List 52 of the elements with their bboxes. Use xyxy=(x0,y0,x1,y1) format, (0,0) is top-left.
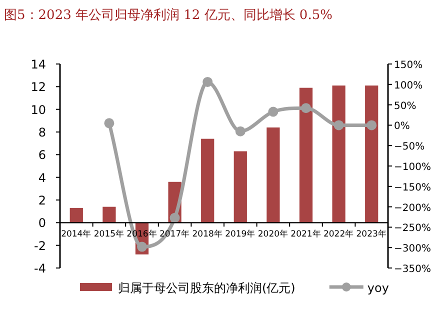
y-tick-label: 6 xyxy=(38,148,46,162)
x-tick-label: 2021年 xyxy=(290,228,322,240)
x-tick-label: 2017年 xyxy=(159,228,190,240)
y2-tick-label: −50% xyxy=(394,142,425,153)
point xyxy=(170,212,180,223)
x-tick-label: 2015年 xyxy=(94,228,125,240)
y-tick-label: 12 xyxy=(30,80,46,94)
y2-tick-label: −150% xyxy=(394,182,431,194)
bar xyxy=(365,86,378,223)
point xyxy=(366,120,377,130)
y2-tick-label: −100% xyxy=(394,162,431,173)
legend-label: 归属于母公司股东的净利润(亿元) xyxy=(118,281,296,295)
y2-tick-label: −250% xyxy=(394,223,431,234)
y2-tick-label: 50% xyxy=(394,100,416,112)
y-tick-label: 4 xyxy=(38,170,46,185)
legend-bar: 归属于母公司股东的净利润(亿元) xyxy=(80,281,296,295)
y2-tick-label: 150% xyxy=(394,60,423,71)
legend-label: yoy xyxy=(367,281,389,295)
y2-tick-label: −200% xyxy=(394,202,431,214)
point xyxy=(137,242,147,252)
y-tick-label: 8 xyxy=(38,126,46,140)
point xyxy=(202,76,213,87)
point xyxy=(301,103,311,114)
y-tick-label: 10 xyxy=(30,102,46,117)
y2-tick-label: 100% xyxy=(394,80,423,92)
bar xyxy=(70,208,83,223)
bar xyxy=(332,86,346,223)
y2-tick-label: −300% xyxy=(394,244,431,255)
x-tick-label: 2023年 xyxy=(356,228,387,240)
legend-line: yoy xyxy=(329,281,389,295)
y-tick-label: 2 xyxy=(38,194,46,208)
x-tick-label: 2020年 xyxy=(258,228,289,240)
x-tick-label: 2022年 xyxy=(323,228,354,240)
chart-title: 图5：2023 年公司归母净利润 12 亿元、同比增长 0.5% xyxy=(4,8,332,23)
point xyxy=(334,120,344,130)
y2-tick-label: 0% xyxy=(394,121,410,132)
bar xyxy=(201,138,214,223)
x-tick-label: 2018年 xyxy=(192,228,223,240)
x-tick-label: 2014年 xyxy=(61,228,92,240)
y-tick-label: 14 xyxy=(30,58,46,72)
bar xyxy=(266,127,280,223)
x-tick-label: 2019年 xyxy=(225,228,256,240)
point xyxy=(235,126,246,136)
point xyxy=(268,106,278,117)
y2-tick-label: −350% xyxy=(394,264,431,275)
bar xyxy=(102,206,116,223)
bar xyxy=(299,88,313,223)
point xyxy=(104,118,114,128)
y-tick-label: -4 xyxy=(34,262,46,276)
bar xyxy=(234,151,247,223)
y-tick-label: -2 xyxy=(34,238,46,253)
y-tick-label: 0 xyxy=(38,216,46,230)
